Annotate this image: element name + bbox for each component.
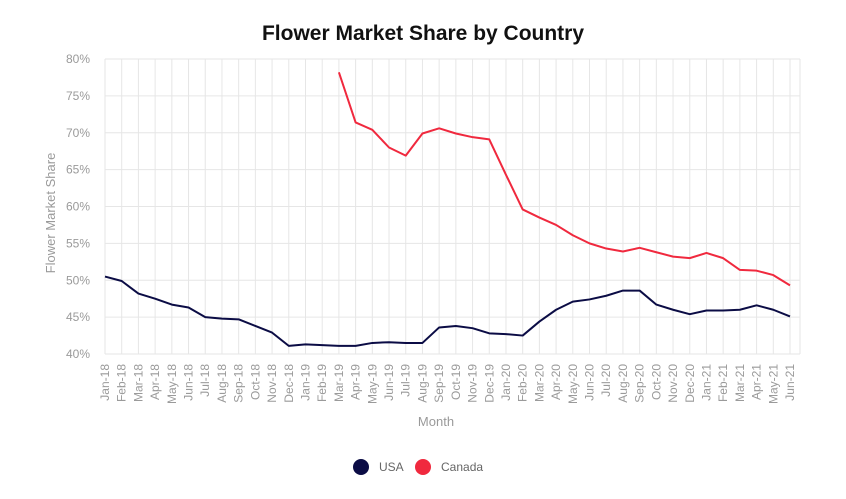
x-tick-label: Apr-18 xyxy=(148,364,162,400)
x-tick-label: Dec-20 xyxy=(683,364,697,403)
x-tick-label: Feb-20 xyxy=(516,364,530,402)
x-tick-label: Apr-19 xyxy=(349,364,363,400)
x-tick-label: Jun-19 xyxy=(382,364,396,401)
x-tick-label: Dec-18 xyxy=(282,364,296,403)
legend-label-usa: USA xyxy=(379,460,404,474)
y-tick-label: 55% xyxy=(66,236,90,250)
x-tick-label: Jul-18 xyxy=(198,364,212,397)
y-axis-ticks: 40% 45% 50% 55% 60% 65% 70% 75% 80% xyxy=(66,52,90,361)
series-line-canada xyxy=(337,71,791,287)
y-tick-label: 40% xyxy=(66,347,90,361)
x-tick-label: Sep-18 xyxy=(232,364,246,403)
grid xyxy=(104,58,801,355)
x-tick-label: Sep-19 xyxy=(432,364,446,403)
chart-title: Flower Market Share by Country xyxy=(262,22,584,45)
x-tick-label: Jun-21 xyxy=(783,364,797,401)
x-tick-label: Jun-20 xyxy=(583,364,597,401)
x-tick-label: May-21 xyxy=(766,364,780,404)
x-tick-label: Dec-19 xyxy=(482,364,496,403)
x-tick-label: Jul-19 xyxy=(399,364,413,397)
y-tick-label: 45% xyxy=(66,310,90,324)
y-tick-label: 75% xyxy=(66,89,90,103)
y-tick-label: 65% xyxy=(66,163,90,177)
x-tick-label: Feb-21 xyxy=(716,364,730,402)
x-tick-label: May-20 xyxy=(566,364,580,404)
x-tick-label: Nov-20 xyxy=(666,364,680,403)
x-tick-label: Sep-20 xyxy=(633,364,647,403)
x-tick-label: Apr-20 xyxy=(549,364,563,400)
series-lines xyxy=(104,71,791,347)
x-tick-label: Jan-18 xyxy=(98,364,112,401)
x-tick-label: Feb-18 xyxy=(115,364,129,402)
x-tick-label: Nov-18 xyxy=(265,364,279,403)
x-tick-label: Mar-18 xyxy=(131,364,145,402)
series-line-usa xyxy=(104,275,791,347)
x-tick-label: Aug-19 xyxy=(415,364,429,403)
y-tick-label: 50% xyxy=(66,273,90,287)
x-tick-label: Feb-19 xyxy=(315,364,329,402)
x-tick-label: Apr-21 xyxy=(750,364,764,400)
x-tick-label: Jan-21 xyxy=(699,364,713,401)
x-tick-label: Jun-18 xyxy=(182,364,196,401)
legend: USA Canada xyxy=(353,459,483,475)
y-axis-title: Flower Market Share xyxy=(43,153,58,274)
x-tick-label: Mar-19 xyxy=(332,364,346,402)
x-tick-label: Oct-20 xyxy=(649,364,663,400)
x-tick-label: Mar-20 xyxy=(532,364,546,402)
x-tick-label: Nov-19 xyxy=(466,364,480,403)
x-tick-label: Oct-19 xyxy=(449,364,463,400)
y-tick-label: 70% xyxy=(66,126,90,140)
x-tick-label: Mar-21 xyxy=(733,364,747,402)
x-tick-label: Jan-20 xyxy=(499,364,513,401)
x-tick-label: Aug-18 xyxy=(215,364,229,403)
x-axis-title: Month xyxy=(418,414,454,429)
y-tick-label: 60% xyxy=(66,200,90,214)
y-tick-label: 80% xyxy=(66,52,90,66)
x-tick-label: Aug-20 xyxy=(616,364,630,403)
x-tick-label: Oct-18 xyxy=(248,364,262,400)
legend-marker-usa xyxy=(353,459,369,475)
x-tick-label: May-18 xyxy=(165,364,179,404)
x-tick-label: Jan-19 xyxy=(298,364,312,401)
x-tick-label: Jul-20 xyxy=(599,364,613,397)
x-axis-ticks: Jan-18 Feb-18 Mar-18 Apr-18 May-18 Jun-18 Jul-… xyxy=(98,364,797,404)
legend-label-canada: Canada xyxy=(441,460,483,474)
legend-marker-canada xyxy=(415,459,431,475)
x-tick-label: May-19 xyxy=(365,364,379,404)
